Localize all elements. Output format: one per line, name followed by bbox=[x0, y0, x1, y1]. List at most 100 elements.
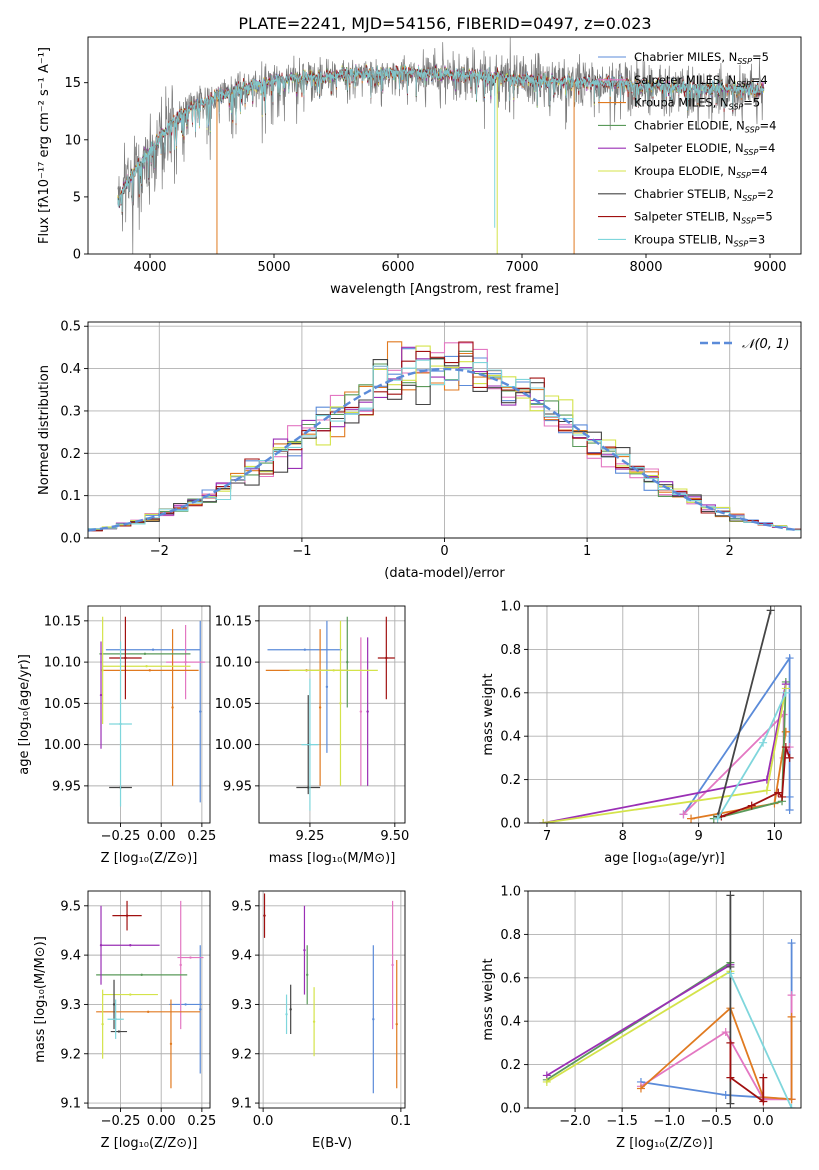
legend-entry: Kroupa ELODIE, NSSP=4 bbox=[634, 164, 768, 180]
x-tick-label: 9000 bbox=[753, 260, 786, 275]
weight-marker bbox=[713, 814, 722, 823]
weight-marker bbox=[785, 792, 794, 801]
weight-line-purple bbox=[546, 964, 731, 1077]
weight-line-cyan bbox=[729, 973, 793, 1108]
y-tick-label: 9.95 bbox=[223, 779, 252, 794]
y-tick-label: 10.10 bbox=[44, 656, 81, 671]
weight-marker bbox=[785, 805, 794, 814]
weight-marker bbox=[787, 991, 796, 1000]
axes-frame bbox=[87, 605, 211, 824]
y-tick-label: 10.15 bbox=[215, 614, 252, 629]
y-axis-label: age [log₁₀(age/yr)] bbox=[17, 654, 32, 775]
weight-line-yellow bbox=[546, 970, 731, 1083]
weight-marker bbox=[781, 743, 790, 752]
y-tick-label: 0.0 bbox=[500, 817, 521, 832]
y-tick-label: 10 bbox=[64, 133, 81, 148]
x-tick-label: 7000 bbox=[505, 260, 538, 275]
weight-marker bbox=[726, 1073, 735, 1082]
residuals-panel: −2 −1 0 1 2 0.0 0.1 0.2 0.3 0.4 0.5 (data-model)/er… bbox=[37, 320, 802, 581]
y-tick-label: 9.1 bbox=[231, 1097, 252, 1112]
y-tick-label: 10.05 bbox=[215, 697, 252, 712]
x-tick-label: 1 bbox=[583, 544, 591, 559]
y-tick-label: 0.2 bbox=[60, 447, 81, 462]
axes-frame bbox=[87, 890, 211, 1109]
y-tick-label: 0.4 bbox=[500, 730, 521, 745]
x-tick-label: 0.25 bbox=[187, 1114, 216, 1129]
weight-marker bbox=[687, 814, 696, 823]
legend-entry: Salpeter ELODIE, NSSP=4 bbox=[634, 141, 775, 157]
weight-marker bbox=[781, 727, 790, 736]
y-axis-label: Normed distribution bbox=[37, 365, 52, 495]
x-tick-label: 0.25 bbox=[187, 829, 216, 844]
data-point bbox=[125, 914, 129, 917]
y-tick-label: 1.0 bbox=[500, 885, 521, 900]
axes-frame bbox=[87, 36, 802, 255]
y-tick-label: 10.05 bbox=[44, 697, 81, 712]
weight-marker bbox=[787, 939, 796, 948]
x-tick-label: 9.50 bbox=[380, 829, 409, 844]
data-point bbox=[303, 648, 307, 651]
data-point bbox=[325, 685, 329, 689]
plot-area bbox=[265, 616, 395, 811]
data-point bbox=[199, 1008, 202, 1011]
y-tick-label: 9.4 bbox=[231, 949, 252, 964]
y-tick-label: 9.1 bbox=[60, 1097, 81, 1112]
y-axis-label: mass weight bbox=[481, 958, 496, 1040]
weight-marker bbox=[726, 969, 735, 978]
mass-vs-metallicity-panel: −0.25 0.00 0.25 9.1 9.2 9.3 9.4 9.5 Z [log₁₀(Z/Z… bbox=[33, 890, 216, 1151]
weight-vs-metallicity-panel: −2.0 −1.5 −1.0 −0.5 0.0 0.0 0.2 0.4 0.6 0.8 1.0 Z [… bbox=[481, 885, 802, 1151]
y-tick-label: 0.5 bbox=[60, 320, 81, 335]
weight-marker bbox=[766, 606, 775, 615]
data-point bbox=[306, 973, 309, 977]
legend-entry: Chabrier MILES, NSSP=5 bbox=[634, 50, 769, 66]
x-axis-label: (data-model)/error bbox=[384, 566, 505, 581]
weight-line-orange bbox=[690, 731, 787, 820]
axes-frame bbox=[258, 605, 406, 824]
data-point bbox=[395, 1022, 398, 1026]
x-axis-label: wavelength [Angstrom, rest frame] bbox=[330, 282, 559, 297]
x-tick-label: 2 bbox=[726, 544, 734, 559]
x-tick-label: 0 bbox=[440, 544, 448, 559]
weight-marker bbox=[785, 654, 794, 663]
y-tick-label: 0.1 bbox=[60, 489, 81, 504]
weight-line-pink bbox=[682, 712, 791, 815]
data-point bbox=[124, 656, 127, 660]
y-axis-label: Flux [fλ10⁻¹⁷ erg cm⁻² s⁻¹ A⁻¹] bbox=[37, 47, 52, 244]
weight-line-red bbox=[721, 746, 791, 818]
weight-marker bbox=[721, 1028, 730, 1037]
x-tick-label: 0.0 bbox=[753, 1114, 774, 1129]
data-point bbox=[359, 710, 363, 713]
weight-marker bbox=[787, 1012, 796, 1021]
x-tick-label: 5000 bbox=[257, 260, 290, 275]
data-point bbox=[129, 993, 132, 996]
x-tick-label: 7 bbox=[543, 829, 551, 844]
weight-marker bbox=[774, 788, 783, 797]
x-tick-label: −0.5 bbox=[700, 1114, 732, 1129]
weight-marker bbox=[636, 1084, 645, 1093]
legend-entry: Salpeter MILES, NSSP=4 bbox=[634, 73, 768, 89]
data-point bbox=[169, 1042, 173, 1046]
data-point bbox=[119, 722, 122, 726]
data-point bbox=[184, 660, 187, 664]
x-tick-label: −2.0 bbox=[559, 1114, 591, 1129]
weight-line-red bbox=[729, 1042, 765, 1104]
x-tick-label: 9 bbox=[694, 829, 702, 844]
data-point bbox=[339, 702, 342, 705]
data-point bbox=[129, 944, 132, 947]
plot-area bbox=[88, 341, 801, 532]
data-point bbox=[312, 1020, 316, 1023]
gaussian-curve bbox=[88, 367, 799, 532]
age-vs-metallicity-panel: −0.25 0.00 0.25 9.95 10.00 10.05 10.10 10.15 Z [… bbox=[17, 605, 216, 866]
y-tick-label: 9.2 bbox=[231, 1047, 252, 1062]
y-tick-label: 5 bbox=[73, 190, 81, 205]
legend-entry: Salpeter STELIB, NSSP=5 bbox=[634, 210, 773, 226]
data-point bbox=[184, 1003, 187, 1006]
y-tick-label: 9.2 bbox=[60, 1047, 81, 1062]
axes-frame bbox=[527, 605, 802, 824]
x-tick-label: −0.25 bbox=[101, 1114, 141, 1129]
plot-area bbox=[263, 893, 398, 1094]
data-point bbox=[117, 1030, 121, 1033]
y-tick-label: 10.00 bbox=[44, 738, 81, 753]
data-point bbox=[146, 1010, 150, 1014]
